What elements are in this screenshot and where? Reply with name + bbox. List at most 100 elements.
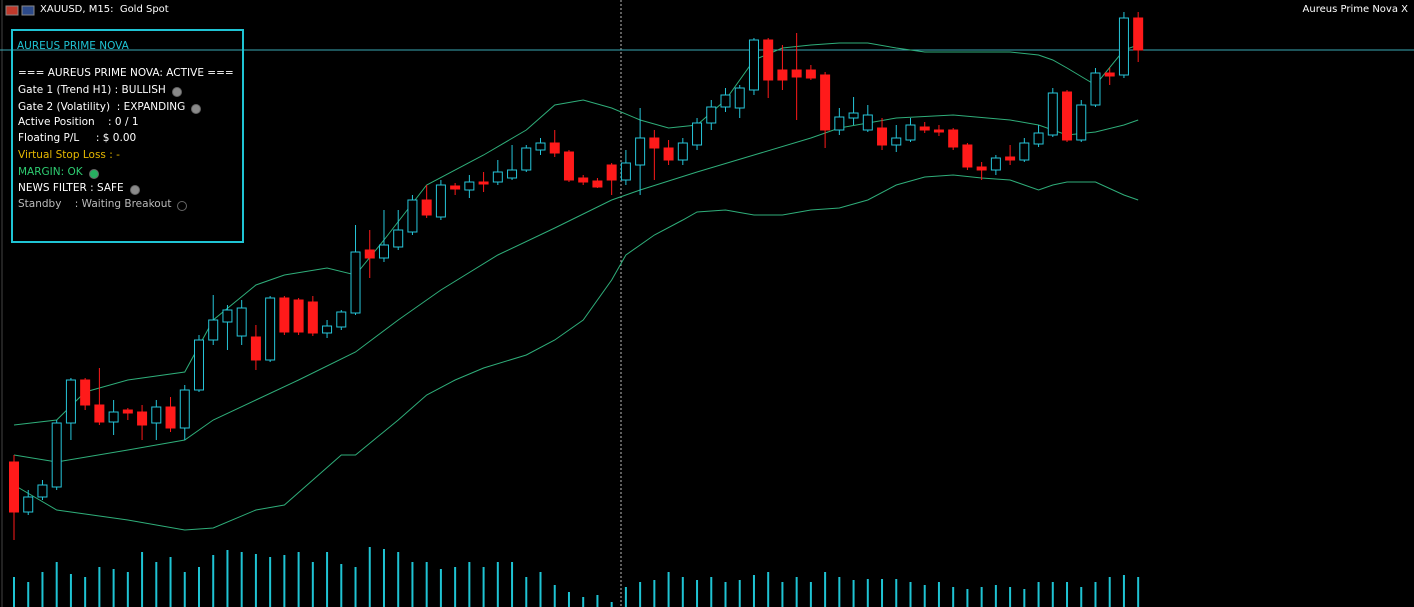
candle-body <box>421 199 432 216</box>
candle-body <box>933 129 944 133</box>
status-dot <box>171 87 182 98</box>
band-line <box>13 114 1139 463</box>
indicator-label: Aureus Prime Nova X <box>1302 4 1408 15</box>
menu-icon <box>5 5 19 16</box>
candle-body <box>1005 156 1016 161</box>
candle-body <box>763 39 774 81</box>
candle-body <box>279 297 290 333</box>
candle-body <box>777 69 788 81</box>
status-text: MARGIN: OK <box>18 165 83 178</box>
status-panel: AUREUS PRIME NOVA === AUREUS PRIME NOVA:… <box>11 29 244 243</box>
candle-body <box>322 325 333 334</box>
candle-body <box>592 180 603 188</box>
candle-body <box>23 496 34 513</box>
candle-body <box>805 69 816 79</box>
candle-body <box>905 124 916 141</box>
candle-body <box>236 307 247 337</box>
candle-body <box>122 409 133 414</box>
status-text: Gate 2 (Volatility) : EXPANDING <box>18 100 186 113</box>
candle-body <box>549 142 560 154</box>
candle-body <box>137 411 148 426</box>
band-line <box>13 174 1139 531</box>
candle-body <box>976 166 987 171</box>
candle-body <box>649 137 660 149</box>
candle-body <box>507 169 518 179</box>
status-text: Active Position : 0 / 1 <box>18 115 139 128</box>
candle-body <box>1090 72 1101 106</box>
candle-body <box>80 379 91 406</box>
candle-body <box>820 74 831 131</box>
candle-body <box>336 311 347 328</box>
status-line: Standby : Waiting Breakout <box>18 197 188 212</box>
candle-body <box>877 127 888 146</box>
candle-body <box>1133 17 1144 51</box>
candle-body <box>692 122 703 146</box>
candle-body <box>250 336 261 361</box>
candle-body <box>378 244 389 259</box>
status-text: Virtual Stop Loss : - <box>18 148 120 161</box>
status-line: Gate 2 (Volatility) : EXPANDING <box>18 100 202 114</box>
candle-body <box>51 422 62 488</box>
candle-body <box>1062 91 1073 141</box>
candle-body <box>635 137 646 166</box>
status-line: Gate 1 (Trend H1) : BULLISH <box>18 83 182 98</box>
plot <box>0 12 1414 607</box>
candle-body <box>293 299 304 333</box>
status-text: Gate 1 (Trend H1) : BULLISH <box>18 84 166 97</box>
candle-body <box>606 164 617 181</box>
candle-body <box>1104 72 1115 77</box>
candle-body <box>450 185 461 190</box>
band-line <box>13 42 1139 426</box>
status-dot <box>191 103 202 114</box>
status-line: NEWS FILTER : SAFE <box>18 181 140 196</box>
status-line: Virtual Stop Loss : - <box>18 149 120 161</box>
status-line: Floating P/L : $ 0.00 <box>18 132 136 144</box>
symbol-label: XAUUSD, M15: Gold Spot <box>40 4 169 15</box>
candle-body <box>521 147 532 171</box>
candle-body <box>1118 17 1129 76</box>
candle-body <box>1033 132 1044 145</box>
status-text: Standby : Waiting Breakout <box>18 198 172 211</box>
status-dot <box>88 168 99 179</box>
candle-body <box>307 301 318 334</box>
chart-icon <box>21 5 35 16</box>
candle-body <box>990 157 1001 171</box>
candle-body <box>563 151 574 181</box>
candle-body <box>108 411 119 423</box>
candle-body <box>222 309 233 323</box>
candle-body <box>919 126 930 131</box>
candle-body <box>65 379 76 424</box>
candle-body <box>862 114 873 131</box>
panel-title: AUREUS PRIME NOVA <box>17 40 129 52</box>
candle-body <box>834 116 845 131</box>
candle-body <box>748 39 759 91</box>
candle-body <box>9 461 19 513</box>
status-text: Floating P/L : $ 0.00 <box>18 132 137 145</box>
candle-body <box>435 184 446 218</box>
candle-body <box>193 339 204 391</box>
candle-body <box>948 129 959 148</box>
candle-body <box>364 249 375 259</box>
status-line: === AUREUS PRIME NOVA: ACTIVE === <box>18 67 234 79</box>
candle-body <box>393 229 404 248</box>
candle-body <box>734 87 745 109</box>
status-line: MARGIN: OK <box>18 165 99 179</box>
status-line: Active Position : 0 / 1 <box>18 116 139 128</box>
candle-body <box>265 297 276 361</box>
candle-body <box>94 404 105 423</box>
status-text: === AUREUS PRIME NOVA: ACTIVE === <box>18 67 234 79</box>
candle-body <box>962 144 973 168</box>
candle-body <box>720 94 731 108</box>
status-dot <box>129 185 140 196</box>
candle-body <box>677 142 688 161</box>
candle-body <box>407 199 418 233</box>
candle-body <box>350 251 361 314</box>
candle-body <box>891 137 902 146</box>
candle-body <box>535 142 546 151</box>
status-text: NEWS FILTER : SAFE <box>18 182 124 195</box>
candle-body <box>791 69 802 78</box>
candle-body <box>37 484 48 498</box>
